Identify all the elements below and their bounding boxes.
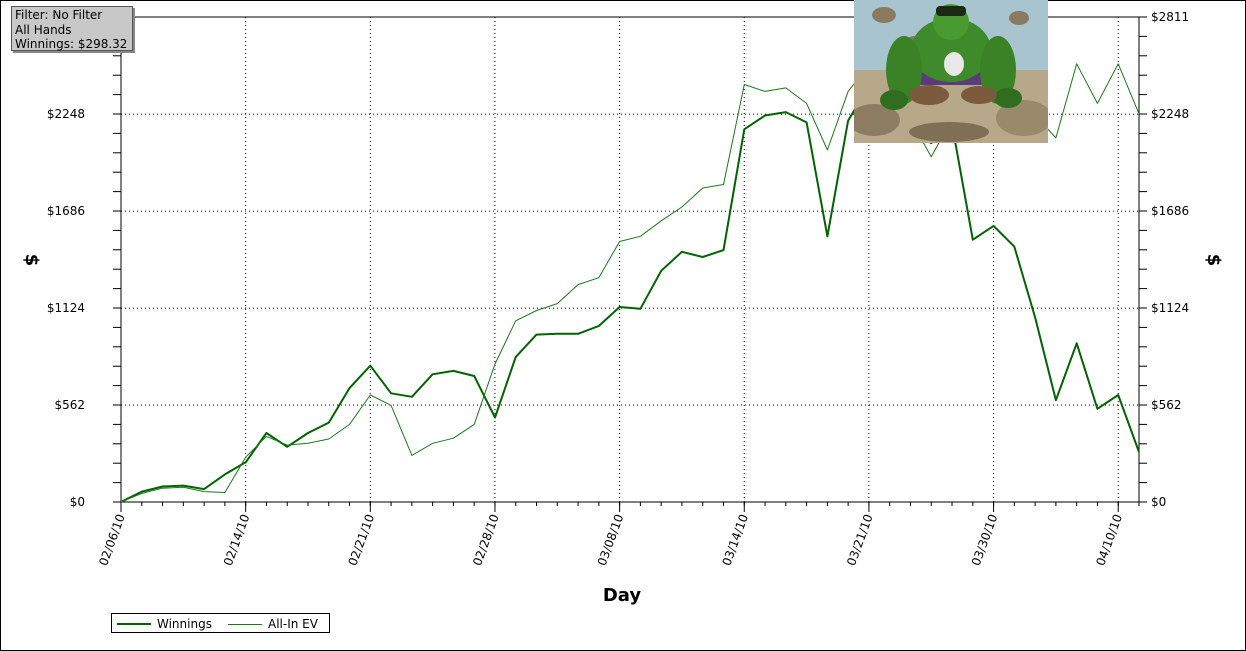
winnings-label: Winnings: $298.32 [15,37,128,51]
filter-info-box: Filter: No Filter All Hands Winnings: $2… [11,6,133,51]
y-tick-label-left: $1686 [47,204,85,218]
x-tick-label: 03/21/10 [844,512,876,567]
x-tick-label: 02/21/10 [346,512,378,567]
x-tick-label: 02/06/10 [96,512,128,567]
y-tick-label-left: $562 [54,398,85,412]
y-tick-label-left: $2248 [47,107,85,121]
x-tick-label: 02/28/10 [470,512,502,567]
plot-area [120,16,1140,503]
x-tick-label: 04/10/10 [1093,512,1125,567]
y-tick-label-right: $1686 [1151,204,1189,218]
x-tick-label: 02/14/10 [221,512,253,567]
legend-label-allin-ev: All-In EV [268,617,318,631]
y-tick-label-right: $1124 [1151,301,1189,315]
hands-label: All Hands [15,22,72,37]
y-tick-label-right: $0 [1151,495,1166,509]
y-tick-label-left: $0 [70,495,85,509]
x-tick-label: 03/30/10 [969,512,1001,567]
y-tick-label-left: $1124 [47,301,85,315]
y-tick-label-right: $2248 [1151,107,1189,121]
x-axis-title: Day [603,585,642,606]
x-tick-label: 03/14/10 [719,512,751,567]
y-axis-title-right: $ [1203,254,1224,267]
axes-layer [113,16,1147,512]
legend-label-winnings: Winnings [157,617,212,631]
legend-item-winnings: Winnings [117,617,212,631]
x-tick-label: 03/08/10 [595,512,627,567]
legend-swatch-allin-ev [228,623,262,625]
y-tick-label-right: $562 [1151,398,1182,412]
legend-item-allin-ev: All-In EV [228,617,318,631]
y-tick-label-right: $2811 [1151,10,1189,24]
filter-label: Filter: No Filter [15,8,103,22]
hulk-icon [848,0,1052,143]
y-axis-title-left: $ [21,254,42,267]
legend: Winnings All-In EV [111,613,330,633]
legend-swatch-winnings [117,623,151,625]
